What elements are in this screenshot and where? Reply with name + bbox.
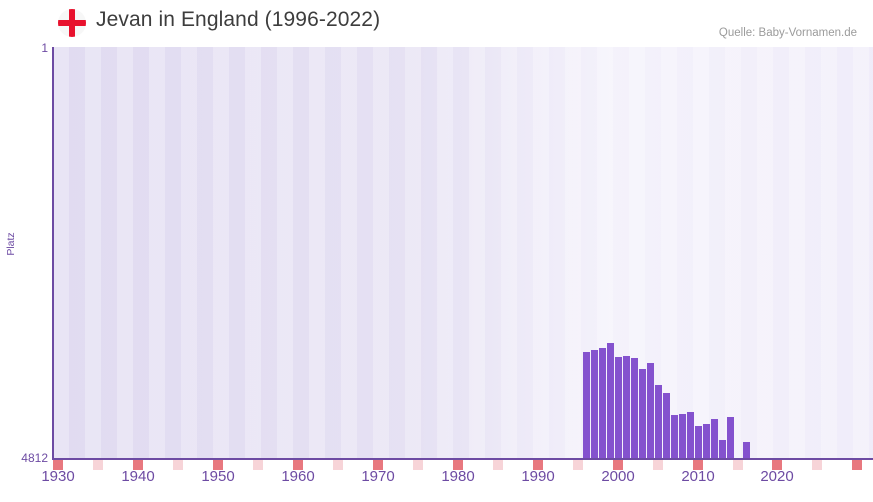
axis-marker <box>653 460 663 470</box>
x-axis-tick-1990: 1990 <box>521 468 555 485</box>
x-axis-line <box>52 458 873 460</box>
bar-2006[interactable] <box>663 393 670 458</box>
x-axis-tick-1940: 1940 <box>121 468 155 485</box>
flag-cross-horizontal <box>58 20 86 26</box>
axis-marker <box>133 460 143 470</box>
axis-marker <box>733 460 743 470</box>
axis-marker <box>573 460 583 470</box>
england-flag-icon <box>58 9 86 37</box>
bar-2007[interactable] <box>671 415 678 458</box>
y-axis-line <box>52 47 54 459</box>
x-axis-tick-1970: 1970 <box>361 468 395 485</box>
x-axis-tick-2010: 2010 <box>681 468 715 485</box>
bar-2011[interactable] <box>703 424 710 458</box>
axis-marker <box>333 460 343 470</box>
axis-marker <box>852 460 862 470</box>
x-axis-tick-1980: 1980 <box>441 468 475 485</box>
axis-marker <box>693 460 703 470</box>
bar-series <box>53 47 873 458</box>
axis-marker <box>613 460 623 470</box>
x-axis-markers <box>53 460 873 470</box>
axis-marker <box>812 460 822 470</box>
axis-marker <box>413 460 423 470</box>
bar-1998[interactable] <box>599 348 606 458</box>
chart-header: Jevan in England (1996-2022) Quelle: Bab… <box>0 0 873 46</box>
axis-marker <box>533 460 543 470</box>
bar-2012[interactable] <box>711 419 718 458</box>
bar-2014[interactable] <box>727 417 734 458</box>
source-attribution: Quelle: Baby-Vornamen.de <box>718 27 857 39</box>
bar-2008[interactable] <box>679 414 686 458</box>
x-axis-tick-2000: 2000 <box>601 468 635 485</box>
y-axis-title: Platz <box>5 232 17 256</box>
y-axis-tick-bottom: 4812 <box>21 451 48 465</box>
x-axis-tick-1960: 1960 <box>281 468 315 485</box>
axis-marker <box>93 460 103 470</box>
bar-2005[interactable] <box>655 385 662 458</box>
axis-marker <box>53 460 63 470</box>
axis-marker <box>373 460 383 470</box>
bar-1997[interactable] <box>591 350 598 458</box>
chart-gridlines <box>53 47 873 458</box>
bar-2001[interactable] <box>623 356 630 458</box>
axis-marker <box>173 460 183 470</box>
axis-marker <box>453 460 463 470</box>
axis-marker <box>772 460 782 470</box>
x-axis-tick-2020: 2020 <box>760 468 794 485</box>
bar-2013[interactable] <box>719 440 726 458</box>
bar-2009[interactable] <box>687 412 694 458</box>
axis-marker <box>253 460 263 470</box>
x-axis-tick-1950: 1950 <box>201 468 235 485</box>
bar-2004[interactable] <box>647 363 654 458</box>
bar-2003[interactable] <box>639 369 646 458</box>
bar-2010[interactable] <box>695 426 702 458</box>
y-axis-tick-top: 1 <box>41 41 48 55</box>
bar-2000[interactable] <box>615 357 622 458</box>
bar-2015[interactable] <box>743 442 750 458</box>
bar-1996[interactable] <box>583 352 590 458</box>
bar-2002[interactable] <box>631 358 638 458</box>
axis-marker <box>213 460 223 470</box>
axis-marker <box>293 460 303 470</box>
plot-area <box>53 47 873 458</box>
axis-marker <box>493 460 503 470</box>
page-title: Jevan in England (1996-2022) <box>96 8 381 31</box>
bar-1999[interactable] <box>607 343 614 458</box>
x-axis-tick-1930: 1930 <box>41 468 75 485</box>
